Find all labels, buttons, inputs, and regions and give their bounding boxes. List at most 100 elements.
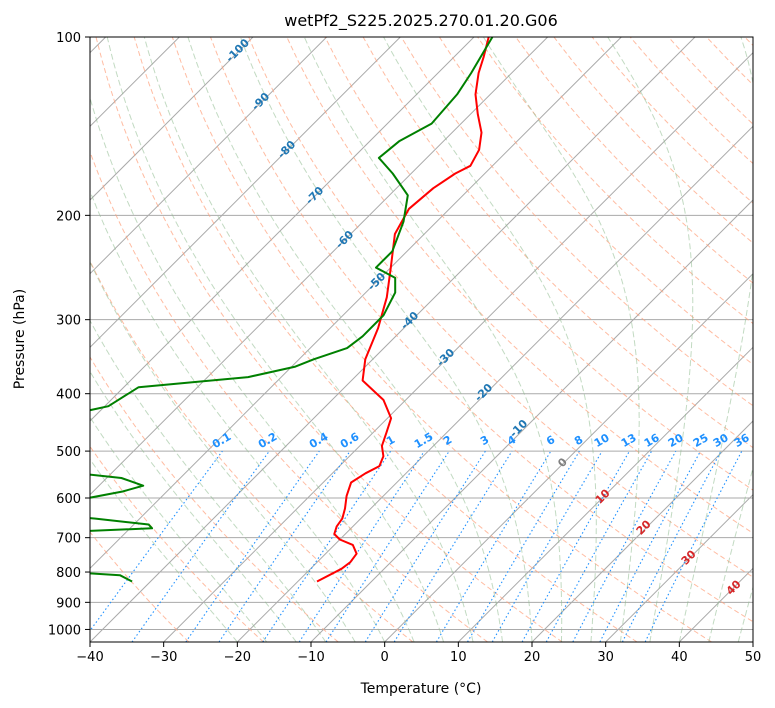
isotherm-line — [752, 641, 753, 642]
dry-adiabat-line — [438, 37, 753, 366]
isotherm-line — [90, 37, 254, 201]
mixing-ratio-label: 0.4 — [307, 430, 331, 451]
mixing-ratio-line — [185, 450, 320, 642]
y-tick-label: 1000 — [48, 623, 81, 638]
x-tick-label: −40 — [76, 650, 103, 665]
moist-adiabat-label: 20 — [634, 517, 654, 537]
dry-adiabat-line — [515, 37, 753, 284]
mixing-ratio-line — [218, 450, 351, 642]
chart-title: wetPf2_S225.2025.270.01.20.G06 — [284, 11, 558, 31]
dry-adiabat-line — [90, 259, 414, 642]
dewpoint-profile-line — [90, 37, 494, 583]
x-axis-label: Temperature (°C) — [360, 681, 482, 697]
mixing-ratio-label: 0.2 — [256, 430, 279, 451]
isotherm-line — [457, 346, 753, 642]
mixing-ratio-line — [90, 450, 223, 632]
isotherm-line — [90, 37, 475, 422]
isotherm-line — [90, 37, 328, 275]
y-tick-label: 400 — [56, 388, 81, 403]
dry-adiabat-line — [90, 531, 190, 642]
x-tick-label: −20 — [224, 650, 251, 665]
dry-adiabat-line — [706, 37, 753, 86]
isotherm-line — [90, 37, 622, 570]
mixing-ratio-line — [435, 450, 552, 642]
isotherm-line — [236, 125, 753, 642]
dry-adiabat-label: -100 — [223, 36, 252, 65]
moist-adiabat-line — [143, 37, 474, 642]
isotherm-line — [90, 37, 549, 496]
mixing-ratio-line — [325, 450, 450, 642]
temperature-profile-line — [316, 37, 490, 583]
x-tick-label: 50 — [745, 650, 762, 665]
mixing-ratio-line — [545, 450, 653, 642]
moist-adiabat-line — [90, 260, 356, 642]
moist-adiabat-line — [607, 37, 694, 642]
mixing-ratio-label: 0.1 — [210, 430, 233, 451]
y-tick-label: 500 — [56, 445, 81, 460]
moist-adiabat-line — [383, 37, 597, 642]
moist-adiabat-line — [239, 37, 533, 642]
mixing-ratio-line — [644, 450, 743, 642]
mixing-ratio-line — [298, 450, 425, 642]
mixing-ratio-label: 2 — [441, 433, 454, 448]
mixing-ratio-label: 13 — [619, 431, 639, 450]
dry-adiabat-line — [133, 37, 638, 642]
mixing-ratio-label: 30 — [711, 431, 731, 450]
moist-adiabat-label: 30 — [679, 547, 699, 567]
x-tick-label: −30 — [150, 650, 177, 665]
dry-adiabat-label: -20 — [472, 381, 495, 404]
isotherm-line — [163, 51, 753, 642]
x-tick-label: 30 — [597, 650, 614, 665]
dry-adiabat-line — [668, 37, 753, 125]
dry-adiabat-label: -80 — [275, 138, 298, 161]
dry-adiabat-line — [90, 150, 488, 642]
dry-adiabat-line — [90, 445, 264, 642]
dry-adiabat-label: -40 — [398, 309, 421, 332]
moist-adiabat-line — [303, 37, 563, 642]
dry-adiabat-line — [248, 37, 753, 578]
x-tick-label: 0 — [381, 650, 389, 665]
x-tick-label: 10 — [450, 650, 467, 665]
mixing-ratio-label: 36 — [732, 431, 752, 450]
mixing-ratio-label: 10 — [592, 431, 612, 450]
dry-adiabat-line — [324, 37, 753, 491]
dry-adiabat-line — [171, 37, 712, 642]
mixing-ratio-label: 6 — [544, 433, 557, 448]
mixing-ratio-label: 8 — [572, 433, 585, 448]
isotherm-line — [605, 493, 753, 642]
plot-area: -100-90-80-70-60-50-40-30-20-100.1 0.2 0.4… — [90, 36, 753, 642]
isotherm-line — [310, 199, 753, 642]
dry-adiabat-line — [744, 37, 753, 47]
y-tick-label: 200 — [56, 209, 81, 224]
plot-frame — [89, 36, 754, 643]
moist-adiabat-line — [678, 37, 753, 642]
moist-adiabat-line — [90, 458, 238, 642]
moist-adiabat-line — [187, 37, 503, 642]
mixing-ratio-label: 16 — [642, 431, 662, 450]
mixing-ratio-line — [467, 450, 580, 642]
mixing-ratio-line — [572, 450, 677, 642]
isotherm-line — [90, 37, 696, 642]
y-tick-label: 800 — [56, 566, 81, 581]
isotherm-line — [384, 272, 753, 642]
mixing-ratio-line — [131, 450, 270, 642]
x-tick-label: 20 — [524, 650, 541, 665]
y-tick-label: 700 — [56, 532, 81, 547]
moist-adiabat-line — [106, 37, 445, 642]
x-tick-label: −10 — [297, 650, 324, 665]
moist-adiabat-line — [90, 416, 268, 642]
y-axis-label: Pressure (hPa) — [12, 289, 28, 389]
moist-adiabat-line — [90, 189, 386, 642]
moist-adiabat-label: 0 — [555, 455, 570, 470]
mixing-ratio-line — [262, 450, 392, 642]
y-tick-label: 300 — [56, 314, 81, 329]
dry-adiabat-label: -30 — [434, 346, 457, 369]
y-tick-label: 100 — [56, 31, 81, 46]
dry-adiabat-label: -90 — [249, 90, 272, 113]
axes: −40 −30 −20 −10 0 10 20 30 40 5010020030040050060… — [48, 31, 761, 665]
x-tick-label: 40 — [671, 650, 688, 665]
dry-adiabat-line — [210, 37, 753, 623]
isotherm-line — [678, 567, 753, 642]
dry-adiabat-line — [90, 356, 339, 642]
moist-adiabat-line — [90, 370, 297, 642]
